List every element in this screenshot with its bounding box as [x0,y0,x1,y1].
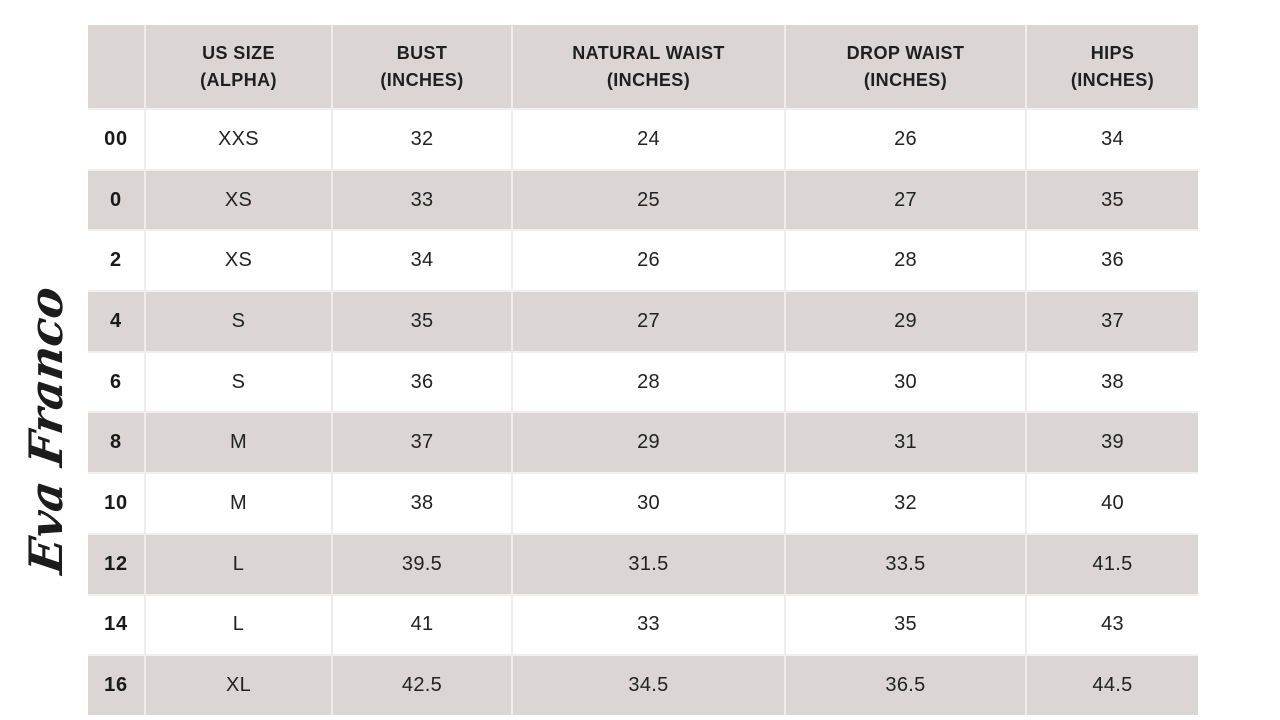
cell-natural-waist: 26 [511,229,786,292]
table-header: US SIZE (ALPHA) BUST (INCHES) NATURAL WA… [88,25,1198,109]
cell-us-size: 00 [88,108,146,170]
cell-alpha-size: XXS [144,108,333,170]
cell-natural-waist: 29 [511,411,786,474]
cell-us-size: 8 [88,411,146,474]
cell-bust: 32 [331,108,513,170]
table-row-size-14: 14 L 41 33 35 43 [88,593,1198,656]
brand-logo: Eva Franco [0,275,92,585]
cell-alpha-size: M [144,472,333,534]
cell-drop-waist: 30 [784,350,1027,413]
cell-hips: 38 [1025,350,1198,413]
cell-drop-waist: 29 [784,290,1027,352]
cell-alpha-size: S [144,350,333,413]
cell-natural-waist: 27 [511,290,786,352]
cell-natural-waist: 25 [511,168,786,231]
cell-hips: 37 [1025,290,1198,352]
cell-hips: 43 [1025,593,1198,656]
column-header-us-size-alpha: US SIZE (ALPHA) [144,25,333,109]
cell-hips: 35 [1025,168,1198,231]
cell-hips: 41.5 [1025,532,1198,595]
cell-us-size: 6 [88,350,146,413]
table-row-size-10: 10 M 38 30 32 40 [88,472,1198,534]
size-chart-table: US SIZE (ALPHA) BUST (INCHES) NATURAL WA… [88,25,1198,715]
cell-alpha-size: S [144,290,333,352]
cell-alpha-size: XS [144,168,333,231]
cell-hips: 40 [1025,472,1198,534]
cell-drop-waist: 35 [784,593,1027,656]
cell-us-size: 10 [88,472,146,534]
cell-bust: 38 [331,472,513,534]
header-row: US SIZE (ALPHA) BUST (INCHES) NATURAL WA… [88,25,1198,109]
cell-bust: 34 [331,229,513,292]
cell-us-size: 16 [88,654,146,715]
table-row-size-8: 8 M 37 29 31 39 [88,411,1198,474]
cell-natural-waist: 34.5 [511,654,786,715]
table-row-size-4: 4 S 35 27 29 37 [88,290,1198,352]
cell-drop-waist: 36.5 [784,654,1027,715]
cell-natural-waist: 24 [511,108,786,170]
cell-alpha-size: L [144,532,333,595]
cell-alpha-size: XL [144,654,333,715]
table-row-size-00: 00 XXS 32 24 26 34 [88,108,1198,170]
table-row-size-2: 2 XS 34 26 28 36 [88,229,1198,292]
cell-drop-waist: 28 [784,229,1027,292]
cell-natural-waist: 31.5 [511,532,786,595]
cell-alpha-size: M [144,411,333,474]
cell-natural-waist: 28 [511,350,786,413]
cell-drop-waist: 27 [784,168,1027,231]
cell-bust: 33 [331,168,513,231]
table-row-size-16: 16 XL 42.5 34.5 36.5 44.5 [88,654,1198,715]
cell-drop-waist: 26 [784,108,1027,170]
column-header-natural-waist: NATURAL WAIST (INCHES) [511,25,786,109]
cell-bust: 42.5 [331,654,513,715]
cell-natural-waist: 33 [511,593,786,656]
cell-drop-waist: 31 [784,411,1027,474]
cell-us-size: 14 [88,593,146,656]
cell-hips: 36 [1025,229,1198,292]
cell-us-size: 0 [88,168,146,231]
cell-alpha-size: XS [144,229,333,292]
cell-bust: 37 [331,411,513,474]
cell-drop-waist: 33.5 [784,532,1027,595]
cell-hips: 44.5 [1025,654,1198,715]
cell-us-size: 12 [88,532,146,595]
cell-alpha-size: L [144,593,333,656]
cell-bust: 35 [331,290,513,352]
table-row-size-0: 0 XS 33 25 27 35 [88,168,1198,231]
cell-hips: 39 [1025,411,1198,474]
brand-logo-text: Eva Franco [19,283,73,577]
table-row-size-6: 6 S 36 28 30 38 [88,350,1198,413]
cell-bust: 36 [331,350,513,413]
column-header-blank [88,25,146,109]
cell-natural-waist: 30 [511,472,786,534]
cell-drop-waist: 32 [784,472,1027,534]
column-header-hips: HIPS (INCHES) [1025,25,1198,109]
cell-bust: 41 [331,593,513,656]
table-body: 00 XXS 32 24 26 34 0 XS 33 25 27 35 2 XS… [88,108,1198,715]
cell-hips: 34 [1025,108,1198,170]
cell-bust: 39.5 [331,532,513,595]
column-header-drop-waist: DROP WAIST (INCHES) [784,25,1027,109]
cell-us-size: 4 [88,290,146,352]
cell-us-size: 2 [88,229,146,292]
column-header-bust: BUST (INCHES) [331,25,513,109]
table-row-size-12: 12 L 39.5 31.5 33.5 41.5 [88,532,1198,595]
